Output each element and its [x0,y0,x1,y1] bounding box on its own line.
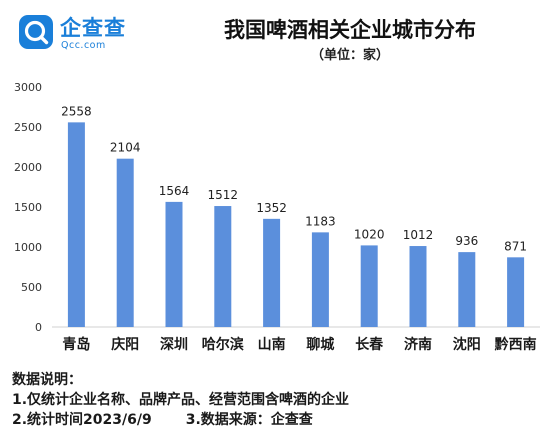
y-tick-label: 1000 [14,241,42,254]
y-tick-label: 3000 [14,81,42,94]
bar [360,245,378,327]
x-tick-label: 山南 [258,336,286,353]
note-stat-time: 2.统计时间2023/6/9 [12,412,152,428]
bar [67,122,85,327]
bar-value-label: 1564 [159,184,190,198]
x-tick-label: 庆阳 [111,336,139,353]
chart-title: 我国啤酒相关企业城市分布 [224,18,476,42]
y-tick-label: 2500 [14,121,42,134]
x-tick-label: 济南 [404,336,432,353]
bar-value-label: 1352 [256,201,287,215]
brand-logo: 企查查 Qcc.com [18,12,158,52]
bar-value-label: 1512 [208,188,239,202]
logo-name: 企查查 [60,16,126,40]
bar-value-label: 1012 [403,228,434,242]
x-tick-label: 聊城 [306,336,334,353]
y-tick-label: 2000 [14,161,42,174]
y-tick-label: 0 [35,321,42,334]
chart-unit: （单位：家） [310,48,389,63]
logo-domain: Qcc.com [61,40,106,51]
x-tick-label: 青岛 [62,336,90,353]
bar [409,246,427,327]
bar-value-label: 1020 [354,227,385,241]
notes-heading: 数据说明： [12,372,82,388]
bar-value-label: 1183 [305,214,336,228]
data-notes: 数据说明： 1.仅统计企业名称、品牌产品、经营范围含啤酒的企业 2.统计时间20… [12,370,542,430]
bar [214,206,232,327]
x-tick-label: 黔西南 [495,336,537,353]
note-line-1: 1.仅统计企业名称、品牌产品、经营范围含啤酒的企业 [12,392,350,408]
bar [165,201,183,327]
bar-chart: 0 500 1000 1500 2000 2500 3000 2558 青岛 2104 庆阳 1564… [14,81,540,353]
note-line-2: 2.统计时间2023/6/9 3.数据来源：企查查 [12,410,542,430]
x-tick-label: 哈尔滨 [202,336,244,353]
x-tick-label: 深圳 [160,336,188,353]
x-tick-label: 长春 [355,336,384,353]
bar [263,218,281,327]
bar [311,232,329,327]
bar-value-label: 936 [455,234,478,248]
bar-value-label: 2558 [61,104,92,118]
bar [458,252,476,327]
y-tick-label: 1500 [14,201,42,214]
note-source: 3.数据来源：企查查 [185,412,313,428]
bar [507,257,525,327]
bar-value-label: 2104 [110,141,141,155]
bar-value-label: 871 [504,239,527,253]
x-tick-label: 沈阳 [453,336,481,353]
y-tick-label: 500 [21,281,42,294]
qcc-logo-icon [19,15,53,49]
bar [116,158,134,327]
